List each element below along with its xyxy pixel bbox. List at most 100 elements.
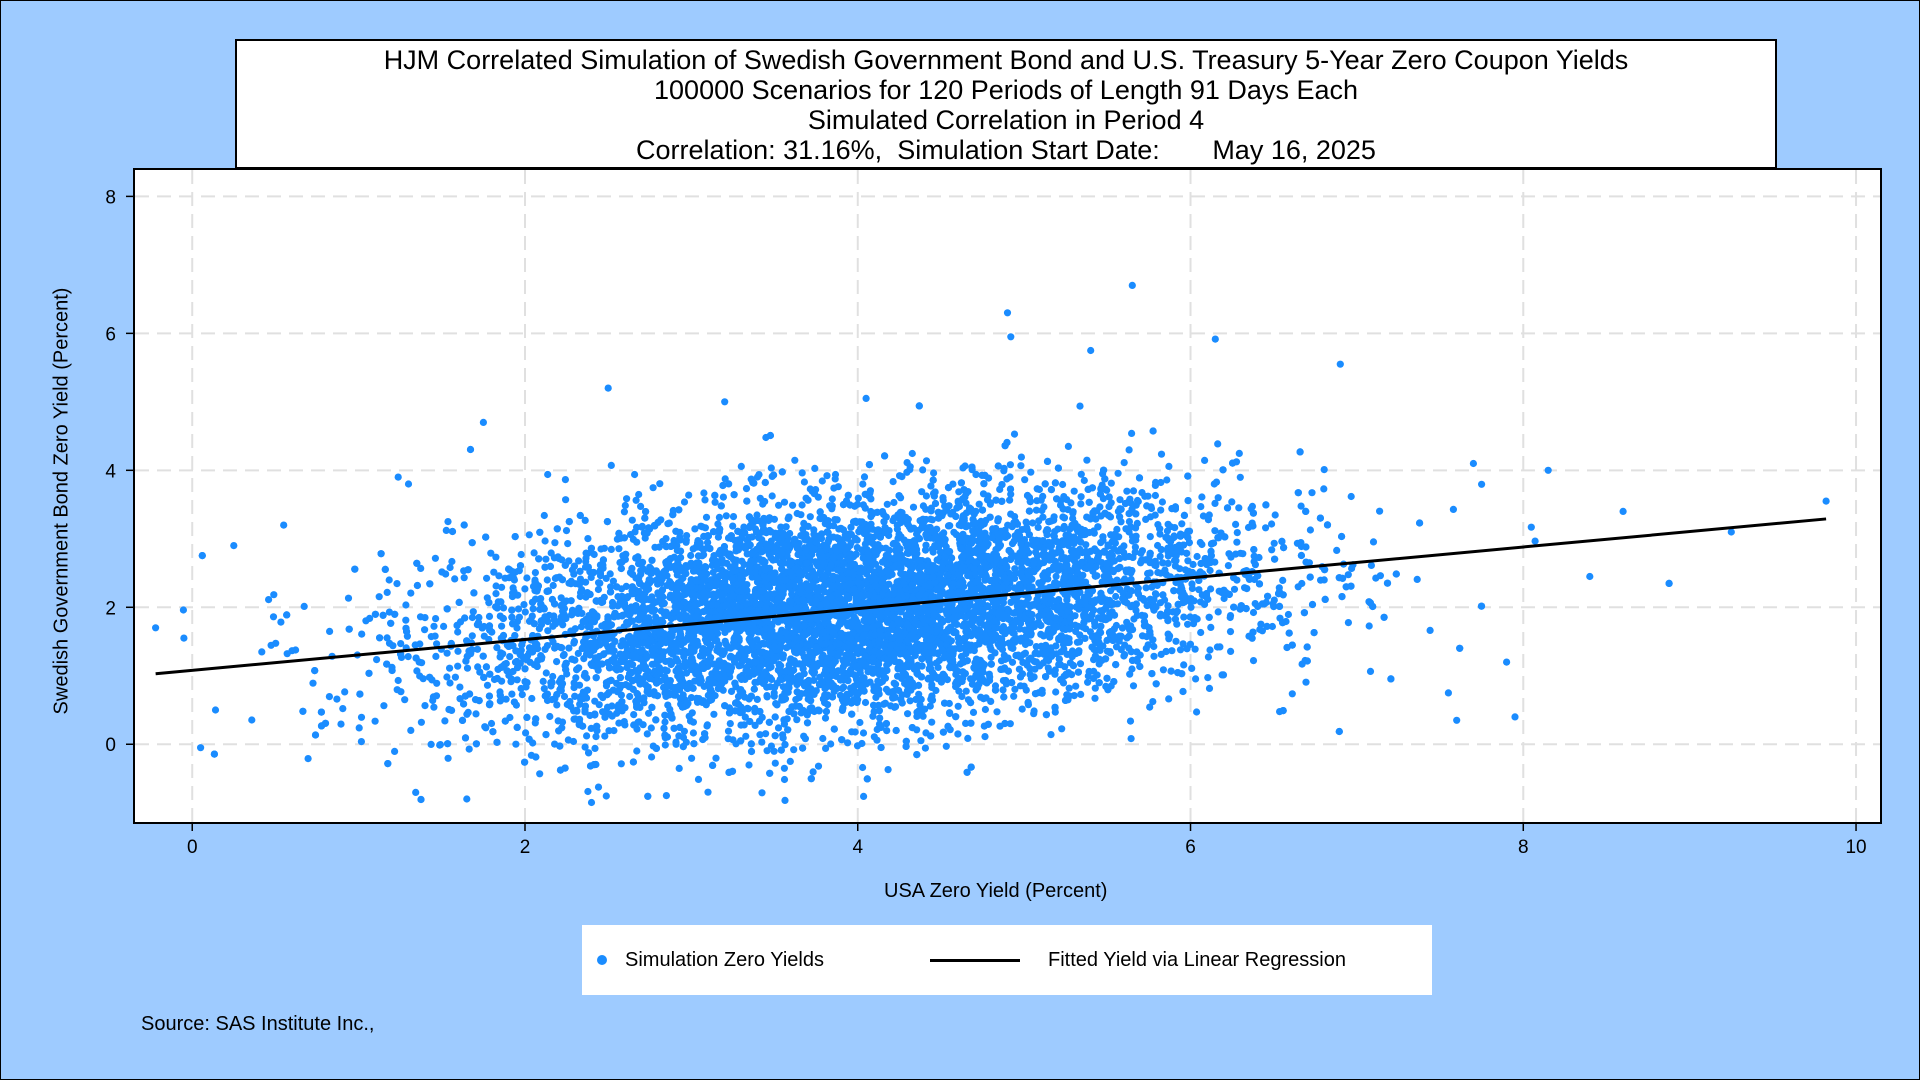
- scatter-point: [1058, 725, 1066, 733]
- scatter-point: [358, 630, 366, 638]
- scatter-point: [892, 680, 900, 688]
- scatter-point: [339, 705, 347, 713]
- scatter-point: [1171, 524, 1179, 532]
- scatter-point: [546, 712, 554, 721]
- scatter-point: [1179, 640, 1187, 648]
- scatter-point: [1077, 500, 1085, 508]
- scatter-point: [442, 526, 450, 535]
- scatter-point: [993, 708, 1001, 716]
- scatter-point: [584, 787, 592, 796]
- scatter-point: [522, 729, 530, 737]
- scatter-point: [1146, 533, 1154, 541]
- scatter-point: [1021, 626, 1029, 634]
- scatter-point: [691, 525, 699, 533]
- scatter-point: [1193, 552, 1201, 561]
- scatter-point: [780, 498, 789, 506]
- scatter-point: [809, 768, 817, 776]
- scatter-point: [715, 513, 724, 522]
- grid-lines: [135, 170, 1880, 822]
- scatter-point: [1187, 603, 1195, 611]
- scatter-point: [1224, 562, 1232, 570]
- scatter-point: [880, 510, 888, 519]
- scatter-point: [1156, 530, 1164, 538]
- scatter-point: [962, 687, 970, 695]
- scatter-point: [591, 744, 599, 753]
- scatter-point: [554, 717, 562, 725]
- scatter-point: [277, 618, 285, 626]
- scatter-point: [1072, 682, 1080, 690]
- scatter-point: [700, 489, 708, 497]
- scatter-point: [551, 539, 559, 547]
- scatter-point: [581, 516, 589, 525]
- scatter-point: [786, 757, 794, 766]
- scatter-point: [742, 485, 751, 493]
- scatter-point: [597, 691, 605, 699]
- scatter-point: [1344, 619, 1352, 627]
- scatter-point: [659, 537, 667, 546]
- scatter-point: [1027, 468, 1035, 476]
- scatter-point: [1069, 509, 1077, 517]
- scatter-point: [768, 492, 776, 500]
- scatter-point: [791, 456, 799, 464]
- scatter-point: [767, 464, 775, 472]
- scatter-point: [1206, 646, 1214, 654]
- scatter-point: [800, 478, 809, 486]
- scatter-point: [1077, 493, 1085, 501]
- scatter-point: [1138, 547, 1146, 555]
- scatter-point: [771, 759, 779, 767]
- scatter-point: [1249, 608, 1258, 617]
- scatter-point: [562, 496, 570, 504]
- scatter-point: [682, 669, 691, 677]
- scatter-point: [1123, 618, 1131, 626]
- scatter-point: [371, 717, 379, 725]
- scatter-point: [1214, 608, 1222, 616]
- scatter-point: [643, 685, 652, 693]
- scatter-point: [789, 501, 797, 509]
- scatter-point: [1320, 466, 1328, 474]
- scatter-point: [1262, 524, 1270, 532]
- scatter-point: [1165, 695, 1173, 703]
- scatter-point: [637, 502, 645, 510]
- scatter-point: [337, 720, 345, 728]
- scatter-point: [981, 733, 989, 741]
- scatter-point: [1008, 658, 1017, 666]
- scatter-point: [357, 738, 365, 746]
- scatter-point: [543, 576, 551, 584]
- scatter-point: [648, 753, 656, 761]
- scatter-point: [344, 594, 353, 602]
- scatter-point: [745, 761, 753, 769]
- scatter-point: [1017, 462, 1025, 470]
- scatter-point: [1010, 692, 1018, 700]
- scatter-point: [915, 681, 923, 690]
- scatter-point: [521, 608, 529, 616]
- scatter-point: [1076, 402, 1084, 410]
- scatter-point: [553, 658, 561, 666]
- scatter-point: [711, 498, 719, 506]
- scatter-point: [903, 468, 911, 476]
- scatter-point: [1284, 610, 1292, 619]
- scatter-point: [1039, 513, 1047, 521]
- scatter-point: [460, 574, 468, 582]
- scatter-point: [529, 605, 537, 613]
- scatter-point: [1157, 450, 1166, 458]
- scatter-point: [1129, 682, 1138, 690]
- scatter-point: [1320, 485, 1328, 493]
- scatter-point: [536, 770, 544, 778]
- scatter-point: [1233, 529, 1241, 537]
- scatter-point: [781, 796, 789, 805]
- scatter-point: [1204, 653, 1212, 661]
- scatter-point: [683, 532, 691, 540]
- scatter-point: [753, 695, 761, 704]
- scatter-point: [1064, 442, 1072, 450]
- scatter-point: [758, 789, 766, 797]
- scatter-point: [859, 480, 867, 488]
- scatter-point: [1366, 667, 1375, 676]
- scatter-point: [724, 727, 733, 735]
- scatter-point: [1039, 492, 1047, 500]
- scatter-point: [1114, 469, 1122, 477]
- scatter-point: [270, 591, 278, 599]
- scatter-point: [615, 545, 623, 553]
- scatter-point: [1188, 664, 1196, 673]
- scatter-point: [269, 613, 278, 621]
- scatter-point: [753, 511, 761, 519]
